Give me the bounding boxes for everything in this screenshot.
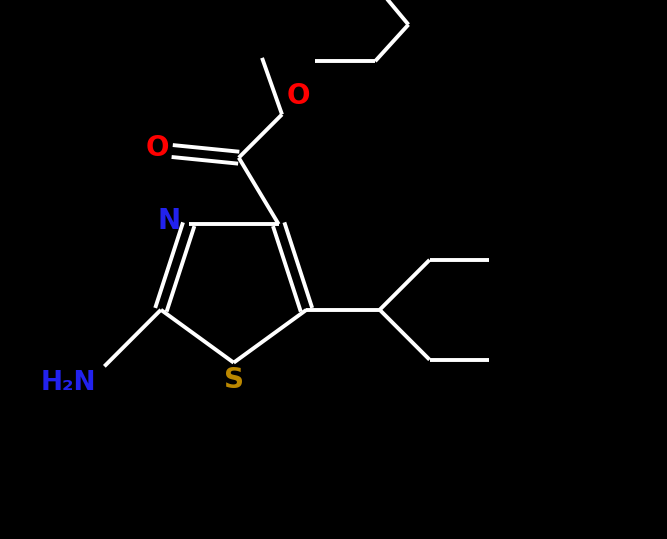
Text: S: S — [223, 366, 243, 394]
Text: H₂N: H₂N — [41, 370, 96, 396]
Text: O: O — [145, 134, 169, 162]
Text: N: N — [157, 207, 181, 235]
Text: O: O — [287, 82, 310, 110]
